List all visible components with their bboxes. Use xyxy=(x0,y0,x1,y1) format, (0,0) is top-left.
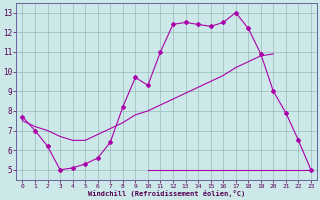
X-axis label: Windchill (Refroidissement éolien,°C): Windchill (Refroidissement éolien,°C) xyxy=(88,190,245,197)
